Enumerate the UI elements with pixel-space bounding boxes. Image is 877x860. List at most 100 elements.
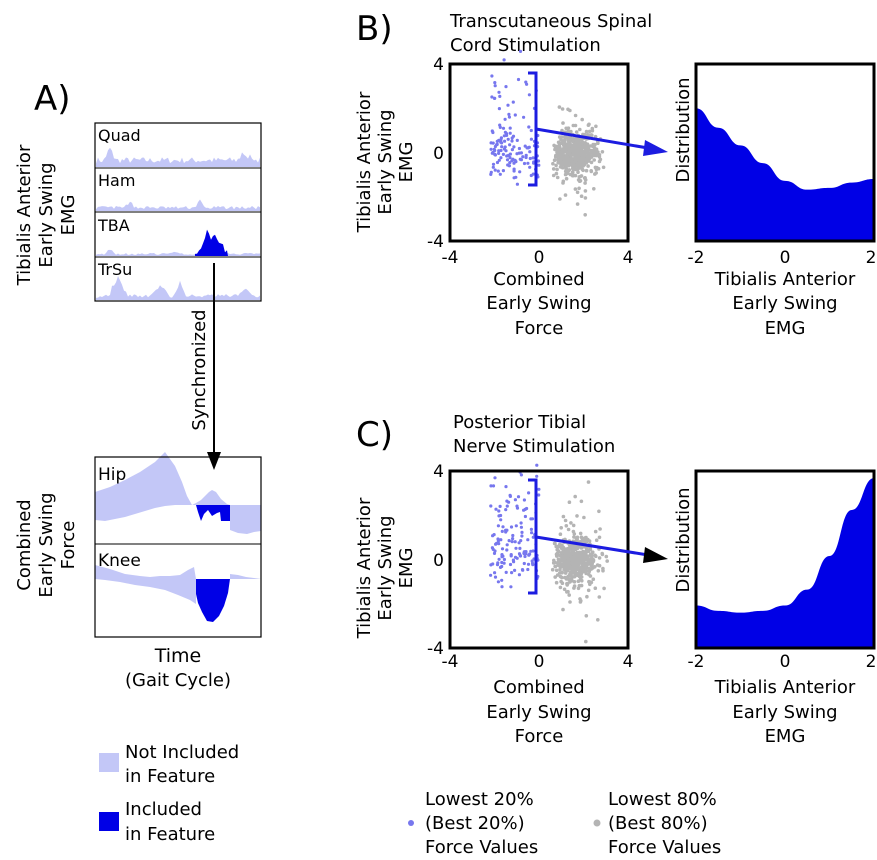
scatter-point (587, 129, 592, 134)
scatter-point (496, 524, 500, 528)
panel-b-ytick-bottom: -4 (427, 232, 444, 252)
scatter-point (506, 137, 510, 141)
panel-c-ylabel-line1: Tibialis Anterior (354, 497, 375, 639)
scatter-point (584, 129, 589, 134)
scatter-point (530, 531, 534, 535)
scatter-point (504, 485, 508, 489)
scatter-point (489, 141, 493, 145)
scatter-point (572, 574, 577, 579)
scatter-point (522, 561, 526, 566)
scatter-point (501, 169, 505, 173)
panel-a-emg-ylabel: Tibialis Anterior Early Swing EMG (14, 144, 79, 286)
panel-b-ylabel-line1: Tibialis Anterior (354, 91, 375, 233)
scatter-point (570, 170, 575, 174)
scatter-point (583, 157, 587, 162)
legend-lowest80-line1: Lowest 80% (608, 789, 717, 810)
scatter-point (577, 158, 582, 163)
scatter-point (556, 158, 560, 162)
emg-trace-tba (96, 249, 260, 256)
emg-trace-quad (96, 147, 260, 167)
scatter-point (569, 157, 574, 161)
scatter-point (585, 556, 590, 561)
scatter-point (573, 187, 578, 191)
scatter-point (578, 179, 583, 183)
emg-trace-trsu (96, 276, 260, 300)
emg-traces-box: Quad Ham TBA TrSu (94, 122, 262, 302)
panel-c-ylabel-line2: Early Swing (375, 515, 396, 620)
scatter-point (572, 147, 576, 151)
scatter-point (505, 528, 509, 532)
legend-included-swatch (99, 812, 119, 831)
scatter-point (565, 550, 569, 555)
scatter-point (523, 514, 528, 519)
scatter-point (577, 574, 582, 579)
scatter-point (587, 569, 592, 574)
scatter-point (553, 155, 558, 159)
emg-label-trsu: TrSu (97, 260, 132, 279)
scatter-point (593, 165, 598, 170)
scatter-point (555, 175, 560, 180)
scatter-point (561, 181, 565, 185)
scatter-point (497, 557, 501, 561)
scatter-point (510, 571, 514, 575)
scatter-point (556, 144, 560, 149)
scatter-point (586, 164, 590, 168)
panel-c-dist-xlabel-line2: Early Swing (732, 702, 837, 723)
scatter-point (573, 159, 577, 164)
scatter-point (505, 548, 509, 552)
panel-c-ytick-mid: 0 (433, 551, 444, 571)
scatter-point (506, 103, 510, 107)
scatter-point (574, 154, 578, 159)
scatter-point (593, 565, 597, 569)
scatter-point (510, 148, 514, 152)
scatter-point (574, 163, 579, 168)
scatter-point (500, 529, 504, 534)
scatter-point (597, 153, 602, 157)
panel-b-dist-xtick-left: -2 (688, 248, 705, 268)
scatter-point (590, 128, 595, 133)
scatter-point (584, 639, 588, 644)
scatter-point (504, 570, 508, 575)
scatter-point (600, 552, 605, 557)
panel-c-ylabel-line3: EMG (396, 548, 417, 589)
scatter-point (507, 112, 511, 116)
scatter-point (567, 593, 571, 597)
scatter-point (501, 525, 505, 529)
scatter-point (513, 568, 517, 573)
scatter-point (515, 506, 520, 510)
scatter-point (591, 577, 596, 581)
scatter-point (508, 143, 512, 147)
scatter-point (579, 599, 583, 603)
scatter-point (589, 149, 593, 153)
scatter-point (591, 559, 596, 563)
legend-not-included-swatch (99, 753, 119, 772)
scatter-point (493, 575, 498, 579)
scatter-point (582, 550, 587, 555)
panel-c-dist-xtick-mid: 0 (780, 652, 791, 672)
scatter-point (522, 498, 527, 502)
scatter-point (497, 107, 501, 111)
scatter-point (575, 514, 579, 518)
scatter-point (500, 555, 504, 559)
panel-b-ytick-top: 4 (433, 55, 444, 75)
scatter-point (490, 95, 494, 99)
scatter-point (578, 531, 583, 536)
scatter-point (519, 158, 524, 162)
legend-included-line2: in Feature (125, 824, 215, 845)
scatter-point (585, 594, 589, 599)
scatter-point (554, 163, 558, 168)
scatter-point (558, 553, 562, 558)
scatter-point (558, 567, 562, 572)
panel-b-arrowhead (643, 140, 668, 156)
scatter-point (519, 539, 523, 543)
scatter-point (560, 564, 564, 568)
panel-a-emg-ylabel-line3: EMG (58, 195, 79, 236)
scatter-point (560, 165, 565, 170)
scatter-point (510, 537, 515, 541)
scatter-point (594, 153, 599, 157)
scatter-point (497, 90, 501, 94)
scatter-point (551, 161, 555, 166)
scatter-point (493, 84, 497, 88)
scatter-point (570, 163, 574, 168)
